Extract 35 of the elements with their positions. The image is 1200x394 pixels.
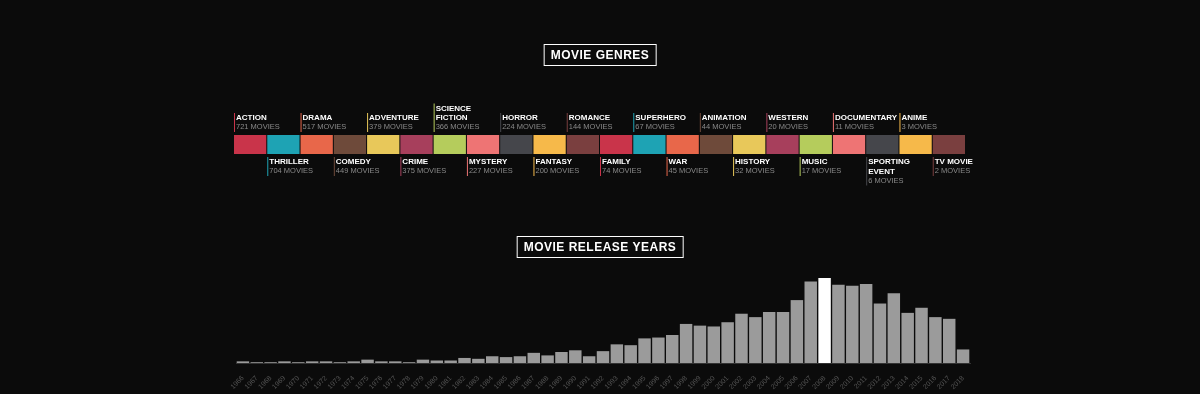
category-label: FANTASY	[535, 157, 573, 167]
bar	[776, 312, 790, 364]
bar	[499, 357, 513, 364]
category-label: ANIME	[901, 113, 928, 123]
category-label: ADVENTURE	[369, 113, 420, 123]
category-label: CRIME	[402, 157, 429, 167]
category-label: ROMANCE	[568, 113, 611, 123]
bar	[679, 323, 693, 364]
category-label: DOCUMENTARY	[834, 113, 898, 123]
category-label: HISTORY	[735, 157, 771, 167]
bar	[790, 300, 804, 364]
category-label: THRILLER	[269, 157, 310, 167]
category-label: WESTERN	[768, 113, 809, 123]
category-label: HORROR	[502, 113, 538, 123]
bar	[693, 325, 707, 364]
bar	[804, 281, 817, 364]
category-label: MYSTERY	[468, 157, 508, 167]
category-label: FAMILY	[602, 157, 632, 167]
category-label: TV MOVIE	[934, 157, 974, 167]
category-label: MUSIC	[801, 157, 828, 167]
category-label: WAR	[668, 157, 688, 167]
text: MOVIE GENRES	[543, 44, 657, 66]
category-label: ANIMATION	[701, 113, 747, 123]
category-label: SPORTING EVENT	[868, 157, 910, 176]
category-label: SCIENCE FICTION	[435, 103, 472, 123]
bar	[513, 356, 527, 364]
category-label: ACTION	[236, 113, 267, 123]
chart-title: MOVIE RELEASE YEARS	[516, 236, 684, 258]
category-label: DRAMA	[302, 113, 333, 123]
bar	[956, 349, 970, 364]
bar	[596, 351, 610, 364]
category-label: COMEDY	[335, 157, 372, 167]
bar	[873, 303, 887, 364]
bar	[818, 278, 831, 364]
category-label: SUPERHERO	[635, 113, 686, 123]
